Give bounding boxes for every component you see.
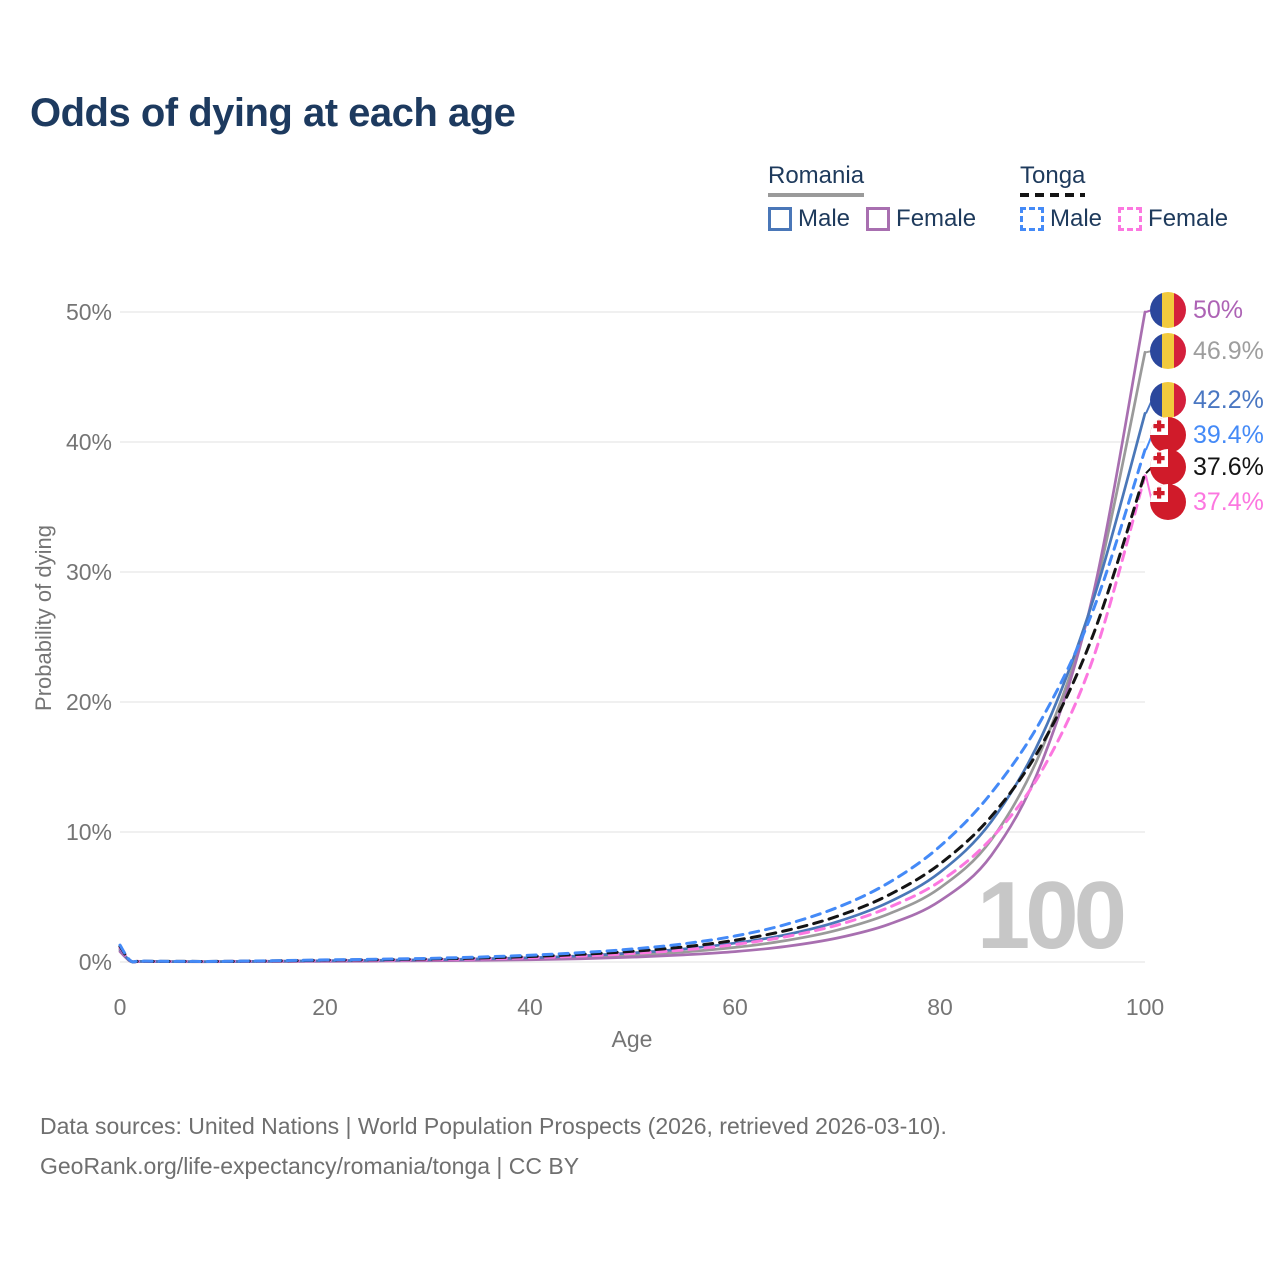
curve-tonga-male[interactable] [118,448,1147,964]
y-tick-30%: 30% [65,559,112,585]
end-label-tonga-both-sexes: 37.6% [1150,449,1264,485]
legend-country-tonga[interactable]: Tonga [1020,162,1086,205]
end-label-romania-male: 42.2% [1150,382,1264,418]
tonga-male-label: Male [1050,205,1103,232]
x-tick-60: 60 [722,994,748,1020]
legend-group-tonga: Tonga Male Female [1020,162,1228,233]
end-label-value: 50% [1193,295,1244,324]
tonga-flag-icon [1150,449,1186,485]
curve-tonga-both-sexes[interactable] [118,471,1147,964]
footer-data-sources: Data sources: United Nations | World Pop… [40,1113,947,1139]
romania-male-swatch [768,207,792,231]
legend-item-tonga-male[interactable]: Male [1020,205,1102,233]
mortality-line-chart[interactable] [0,0,1280,1080]
end-label-tonga-female: 37.4% [1150,484,1264,520]
legend-country-tonga-label: Tonga [1020,162,1086,189]
legend-item-romania-male[interactable]: Male [768,205,850,233]
x-tick-100: 100 [1125,994,1165,1020]
footer-attribution: GeoRank.org/life-expectancy/romania/tong… [40,1153,580,1179]
y-axis-title: Probability of dying [31,525,56,711]
age-watermark: 100 [976,862,1127,969]
romania-female-swatch [866,207,891,231]
legend-group-romania: Romania Male Female [768,162,976,233]
x-axis-title: Age [611,1026,653,1052]
romania-female-label: Female [896,205,977,232]
romania-flag-icon [1150,333,1186,369]
end-label-value: 37.4% [1193,487,1264,516]
tonga-female-swatch [1118,207,1143,231]
end-label-value: 46.9% [1193,336,1264,365]
y-tick-20%: 20% [65,689,112,715]
x-tick-0: 0 [113,994,127,1020]
romania-flag-icon [1150,292,1186,328]
legend-item-romania-female[interactable]: Female [866,205,976,233]
curve-tonga-female[interactable] [118,474,1147,964]
legend-country-romania[interactable]: Romania [768,162,865,205]
footer: Data sources: United Nations | World Pop… [40,1106,947,1186]
y-tick-50%: 50% [65,299,112,325]
end-label-value: 37.6% [1193,452,1264,481]
y-tick-0%: 0% [78,949,112,975]
legend-country-romania-label: Romania [768,162,865,189]
end-label-romania-both-sexes: 46.9% [1150,333,1264,369]
romania-male-label: Male [798,205,851,232]
y-tick-10%: 10% [65,819,112,845]
end-label-value: 39.4% [1193,420,1264,449]
y-tick-40%: 40% [65,429,112,455]
tonga-male-swatch [1020,207,1044,231]
x-tick-40: 40 [517,994,543,1020]
end-label-tonga-male: 39.4% [1150,417,1264,453]
page-title: Odds of dying at each age [30,91,516,135]
tonga-female-label: Female [1148,205,1229,232]
tonga-flag-icon [1150,417,1186,453]
end-label-romania-female: 50% [1150,292,1243,328]
romania-flag-icon [1150,382,1186,418]
x-tick-80: 80 [927,994,953,1020]
romania-line-style-sample [768,193,865,197]
tonga-flag-icon [1150,484,1186,520]
legend-item-tonga-female[interactable]: Female [1118,205,1228,233]
tonga-line-style-sample [1020,193,1086,197]
end-label-value: 42.2% [1193,385,1264,414]
x-tick-20: 20 [312,994,338,1020]
